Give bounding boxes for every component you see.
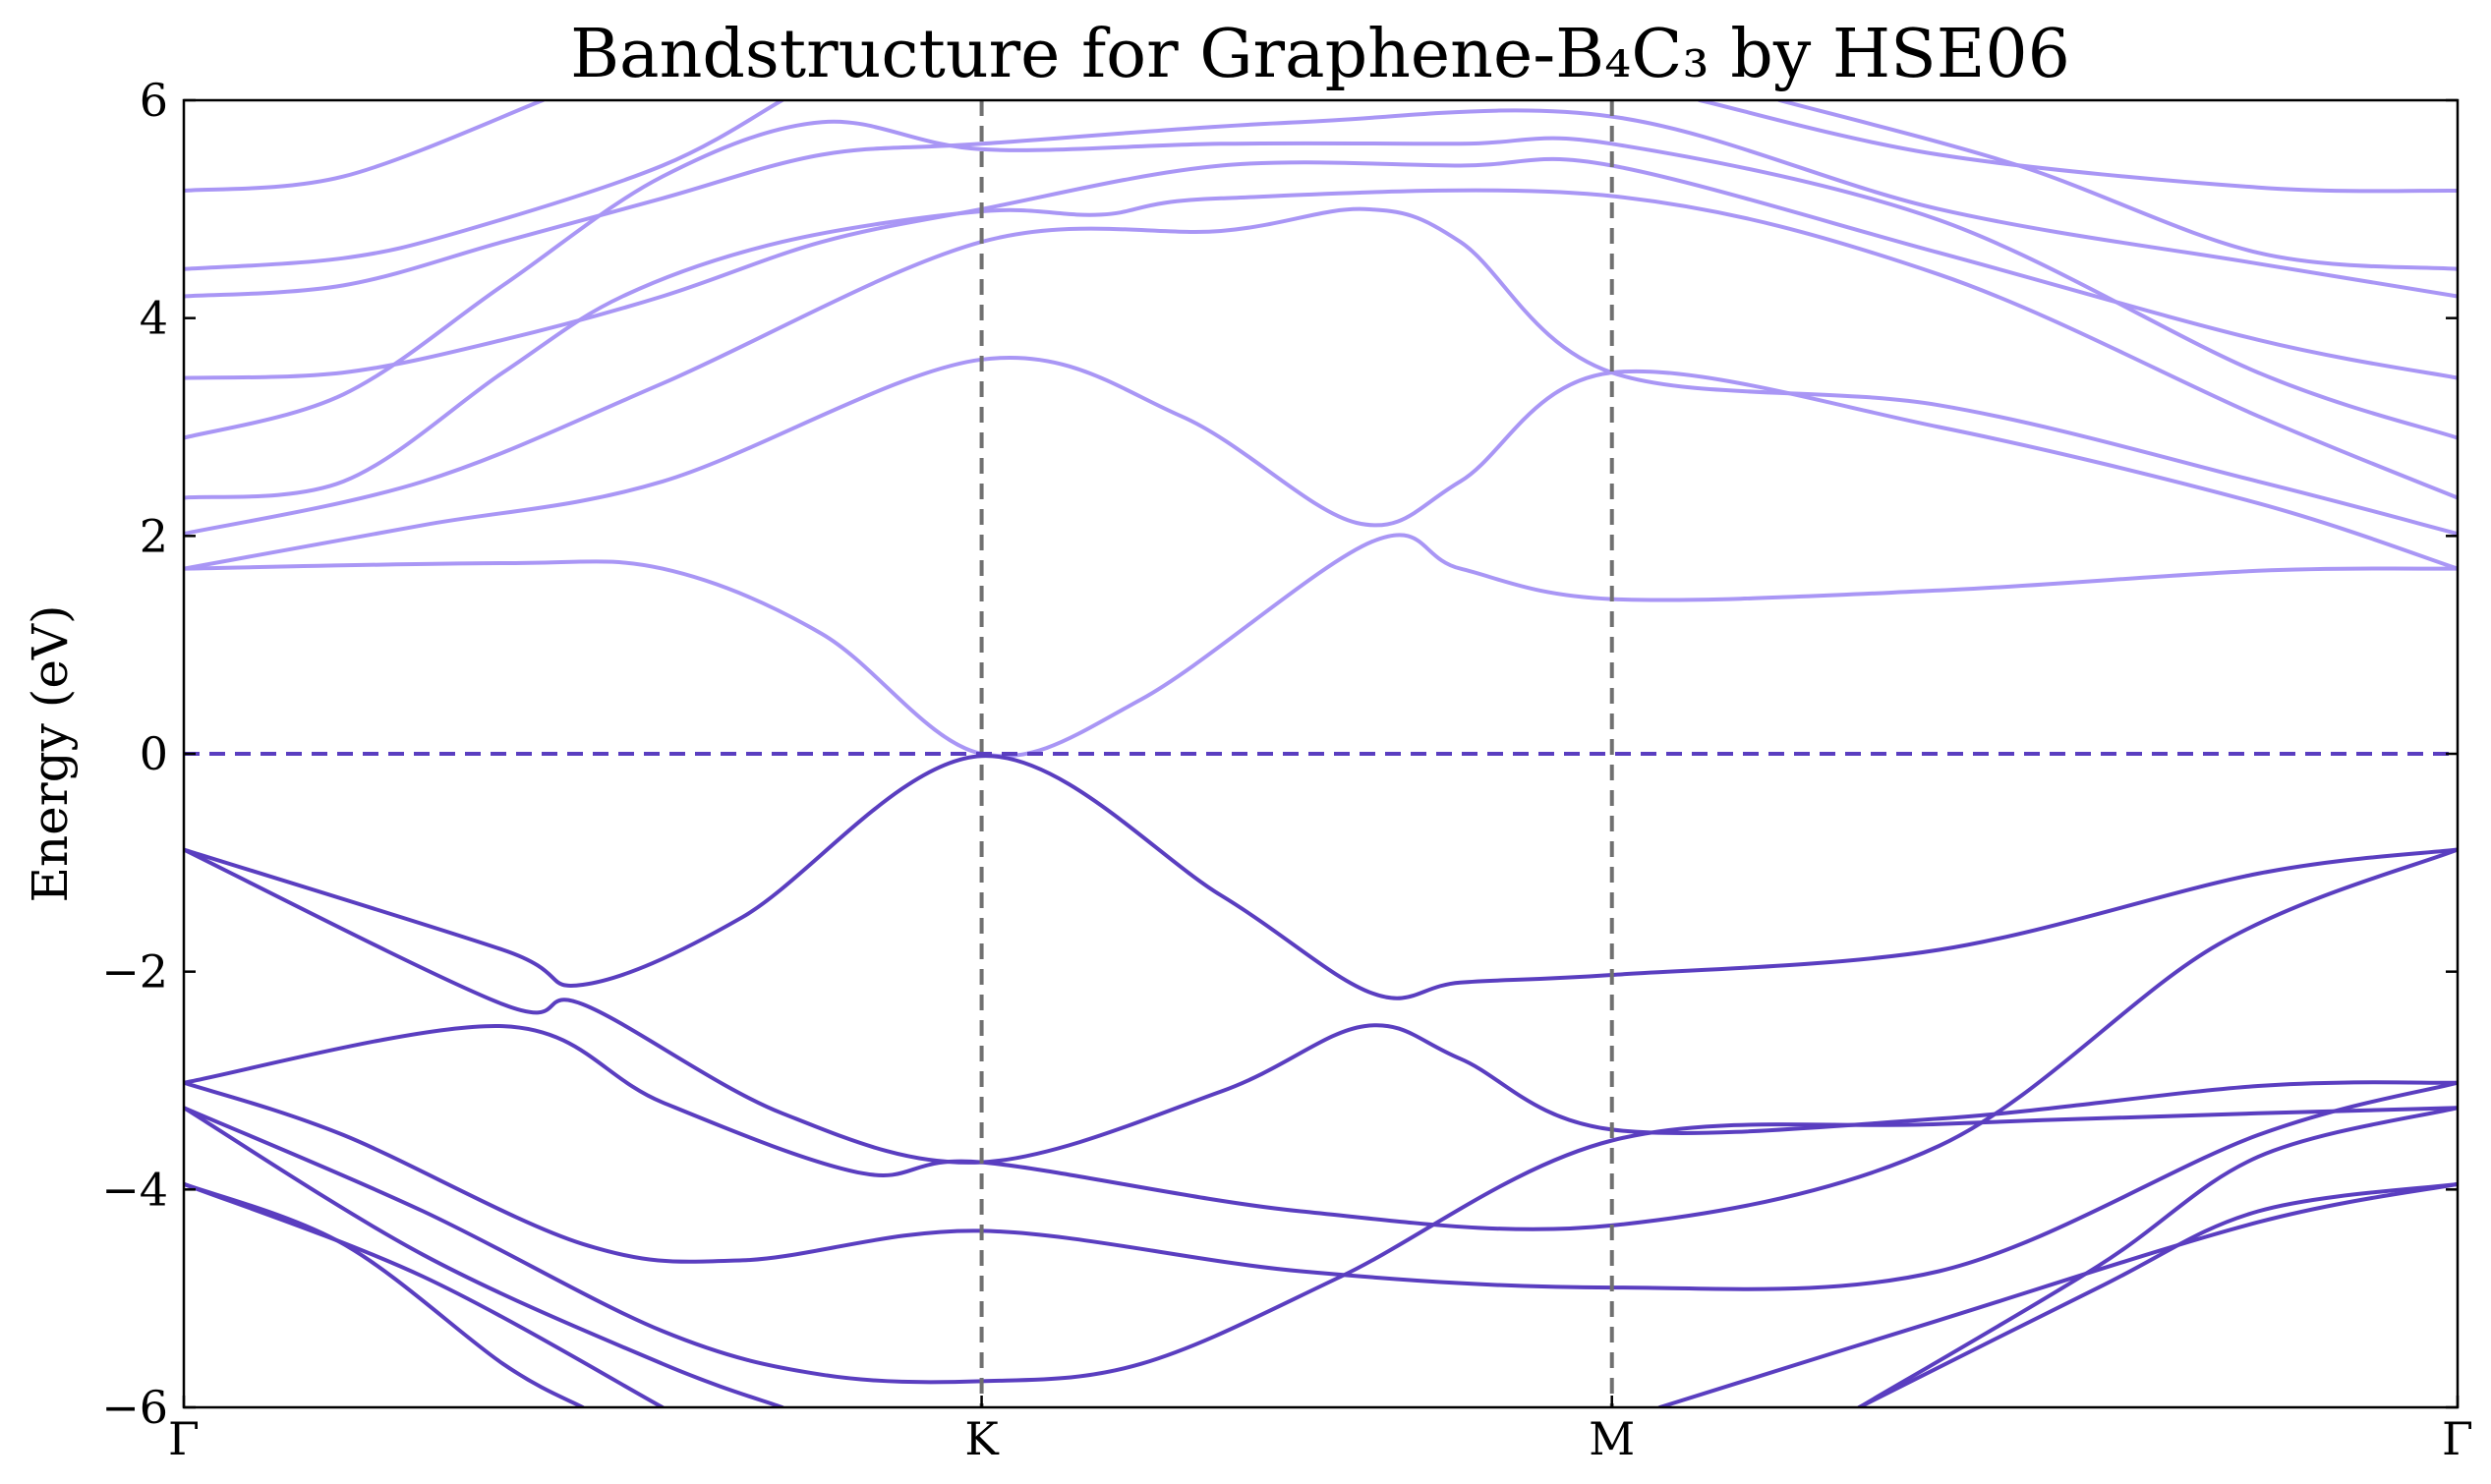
conduction-band-line-2 xyxy=(184,206,2458,537)
y-tick-label-6: 6 xyxy=(140,74,168,127)
guide-lines xyxy=(184,100,2458,1407)
y-tick-label-2: −2 xyxy=(101,945,168,999)
valence-band-line-13 xyxy=(184,847,2458,1231)
x-tick-label-1: K xyxy=(964,1412,1000,1465)
band-lines xyxy=(184,100,2458,1407)
y-tick-label-4: 2 xyxy=(140,509,168,562)
x-tick-label-0: Γ xyxy=(168,1412,200,1465)
valence-band-line-16 xyxy=(184,1106,784,1407)
plot-frame xyxy=(182,98,2460,1409)
y-tick-label-3: 0 xyxy=(140,727,168,780)
conduction-band-line-1 xyxy=(184,355,2458,571)
valence-band-line-11 xyxy=(184,754,2458,1000)
conduction-band-line-9 xyxy=(1698,100,2458,194)
valence-band-line-17 xyxy=(184,1181,665,1407)
x-tick-label-3: Γ xyxy=(2442,1412,2473,1465)
conduction-band-line-4 xyxy=(184,119,2458,440)
conduction-band-line-10 xyxy=(1777,100,2458,271)
conduction-band-line-7 xyxy=(184,100,784,271)
y-axis-label: Energy (eV) xyxy=(22,604,79,902)
conduction-band-line-5 xyxy=(184,156,2458,380)
conduction-band-line-8 xyxy=(184,100,546,193)
valence-band-line-12 xyxy=(184,847,2458,1165)
valence-band-line-19 xyxy=(1657,1181,2458,1407)
axis-ticks: −6 −4 −2 0 2 4 6 Γ K M Γ xyxy=(101,74,2473,1465)
conduction-band-line-0 xyxy=(184,533,2458,759)
valence-band-line-21 xyxy=(1857,1106,2458,1407)
y-tick-label-0: −6 xyxy=(101,1381,168,1434)
valence-band-line-18 xyxy=(184,1181,585,1407)
conduction-band-line-3 xyxy=(184,188,2458,500)
conduction-band-line-6 xyxy=(184,108,2458,299)
x-tick-label-2: M xyxy=(1589,1412,1635,1465)
valence-band-line-20 xyxy=(1857,1181,2458,1407)
y-tick-label-1: −4 xyxy=(101,1163,168,1216)
valence-band-line-14 xyxy=(184,1080,2458,1291)
chart-title: Bandstructure for Graphene-B₄C₃ by HSE06 xyxy=(570,16,2070,93)
y-tick-label-5: 4 xyxy=(140,292,168,345)
valence-band-line-15 xyxy=(184,1106,2458,1385)
